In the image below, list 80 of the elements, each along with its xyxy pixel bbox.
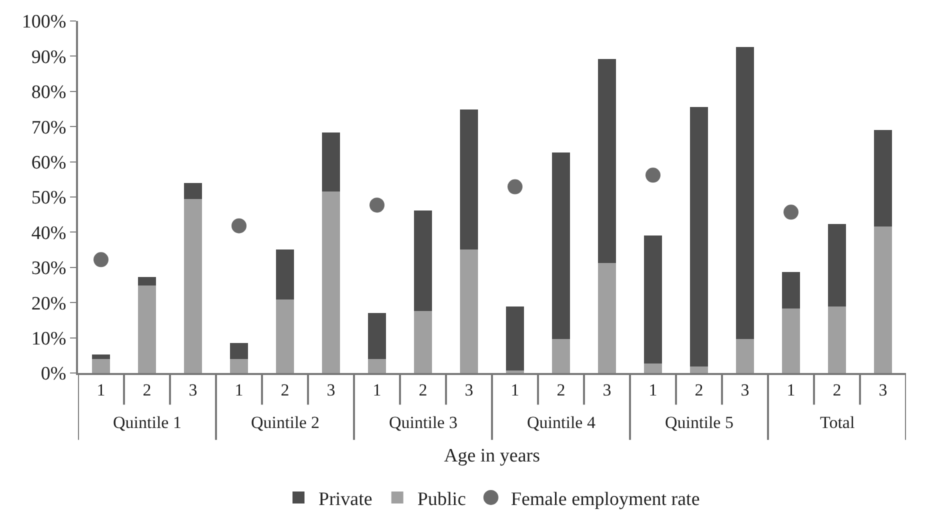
bar xyxy=(460,109,478,250)
bar xyxy=(230,343,248,359)
y-tick-label: 80% xyxy=(31,82,66,104)
text: Total xyxy=(820,413,855,432)
y-tick-label: 20% xyxy=(31,293,66,314)
x-tick-label: 3 xyxy=(878,380,888,400)
y-tick-label: 40% xyxy=(31,222,66,244)
x-tick-label: 3 xyxy=(188,380,198,400)
bar xyxy=(690,366,708,373)
y-tick-label: 30% xyxy=(31,258,66,280)
y-tick-label: 100% xyxy=(22,12,66,33)
bar xyxy=(552,152,570,339)
point xyxy=(784,204,798,220)
x-axis-title: Age in years xyxy=(444,446,540,467)
bar xyxy=(828,306,846,373)
text: Quintile 4 xyxy=(527,413,596,432)
bar xyxy=(736,47,754,339)
y-tick-label: 0% xyxy=(40,364,66,385)
bar xyxy=(874,130,892,227)
x-tick-label: 2 xyxy=(418,380,428,400)
bar xyxy=(368,313,386,359)
x-tick-label: 1 xyxy=(234,380,244,400)
legend-label: Private xyxy=(318,488,372,510)
bar xyxy=(598,262,616,373)
x-tick-label: 2 xyxy=(694,380,704,400)
bar xyxy=(414,210,432,312)
bar xyxy=(782,272,800,309)
x-tick-label: 1 xyxy=(648,380,658,400)
y-tick-label: 70% xyxy=(31,117,66,138)
bar xyxy=(782,308,800,373)
point xyxy=(508,179,522,194)
y-tick-label: 60% xyxy=(31,152,66,174)
x-tick-label: 3 xyxy=(326,380,336,400)
bar xyxy=(322,192,340,373)
x-tick-label: 1 xyxy=(96,380,106,400)
bar xyxy=(92,354,110,359)
bar xyxy=(322,132,340,192)
bar xyxy=(644,235,662,364)
text: Quintile 5 xyxy=(665,413,734,432)
y-tick-label: 10% xyxy=(31,328,66,350)
legend-label: Public xyxy=(417,488,466,510)
bar xyxy=(138,276,156,286)
y-tick-label: 90% xyxy=(31,46,66,68)
legend-label: Female employment rate xyxy=(510,488,700,510)
bar xyxy=(874,226,892,373)
y-tick-label: 50% xyxy=(31,188,66,209)
x-tick-label: 1 xyxy=(372,380,382,400)
point xyxy=(370,198,384,213)
text: Quintile 1 xyxy=(113,413,182,432)
bar xyxy=(184,182,202,200)
x-tick-label: 3 xyxy=(464,380,474,400)
x-tick-label: 2 xyxy=(832,380,842,400)
point xyxy=(94,252,108,268)
bar xyxy=(690,106,708,366)
text: Quintile 2 xyxy=(251,413,320,432)
bar xyxy=(828,224,846,306)
point xyxy=(232,218,246,234)
bar xyxy=(230,358,248,373)
bar xyxy=(368,358,386,373)
bar xyxy=(506,306,524,371)
bar xyxy=(598,59,616,263)
x-tick-label: 1 xyxy=(786,380,796,400)
bar xyxy=(184,199,202,373)
bar xyxy=(276,299,294,373)
bar xyxy=(414,311,432,373)
bar xyxy=(736,338,754,373)
bar xyxy=(552,338,570,373)
x-tick-label: 3 xyxy=(740,380,750,400)
bar xyxy=(460,249,478,373)
x-tick-label: 2 xyxy=(142,380,152,400)
bar xyxy=(276,249,294,300)
bar xyxy=(644,364,662,373)
x-tick-label: 2 xyxy=(280,380,290,400)
point xyxy=(646,168,660,183)
text: Quintile 3 xyxy=(389,413,458,432)
x-tick-label: 3 xyxy=(602,380,612,400)
x-tick-label: 2 xyxy=(556,380,566,400)
x-tick-label: 1 xyxy=(510,380,520,400)
bar xyxy=(138,286,156,373)
bar xyxy=(92,358,110,373)
